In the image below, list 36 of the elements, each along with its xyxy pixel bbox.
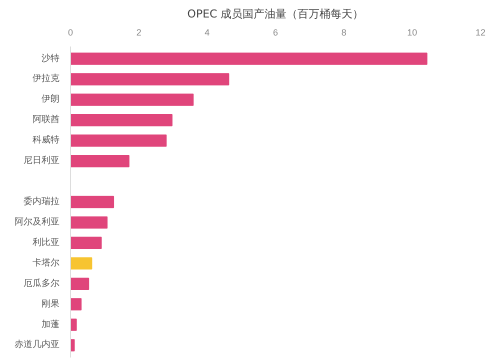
bar <box>70 216 108 229</box>
y-tick-label: 阿联酋 <box>32 114 60 126</box>
bar <box>70 257 92 270</box>
chart-title: OPEC 成员国产油量（百万桶每天） <box>187 8 364 20</box>
y-tick-label: 沙特 <box>42 52 60 64</box>
x-tick-label: 8 <box>341 28 346 38</box>
bar <box>70 114 172 126</box>
bar <box>70 73 230 86</box>
x-tick-label: 4 <box>204 28 210 38</box>
y-tick-label: 厄瓜多尔 <box>24 278 60 289</box>
bar <box>70 298 82 310</box>
y-tick-label: 卡塔尔 <box>32 257 60 268</box>
y-tick-label: 利比亚 <box>32 236 60 248</box>
bar <box>70 318 77 331</box>
x-tick-label: 0 <box>68 28 74 38</box>
y-tick-label: 刚果 <box>42 298 60 310</box>
y-tick-label: 伊拉克 <box>32 73 60 84</box>
y-tick-label: 委内瑞拉 <box>24 196 60 207</box>
bar <box>70 134 167 147</box>
y-tick-label: 加蓬 <box>42 318 60 330</box>
y-tick-label: 科威特 <box>32 134 60 146</box>
x-tick-label: 12 <box>475 28 486 38</box>
y-tick-label: 伊朗 <box>42 94 60 105</box>
bar <box>70 278 90 290</box>
x-tick-label: 10 <box>407 28 418 38</box>
bar <box>70 236 102 250</box>
bar <box>70 52 428 65</box>
y-tick-label: 赤道几内亚 <box>14 339 60 350</box>
bar <box>70 94 194 106</box>
bar <box>70 196 114 208</box>
x-tick-label: 6 <box>272 28 278 38</box>
bar <box>70 339 75 352</box>
y-tick-label: 尼日利亚 <box>24 155 60 166</box>
y-tick-label: 阿尔及利亚 <box>14 216 60 228</box>
bar <box>70 154 130 168</box>
x-tick-label: 2 <box>136 28 142 38</box>
